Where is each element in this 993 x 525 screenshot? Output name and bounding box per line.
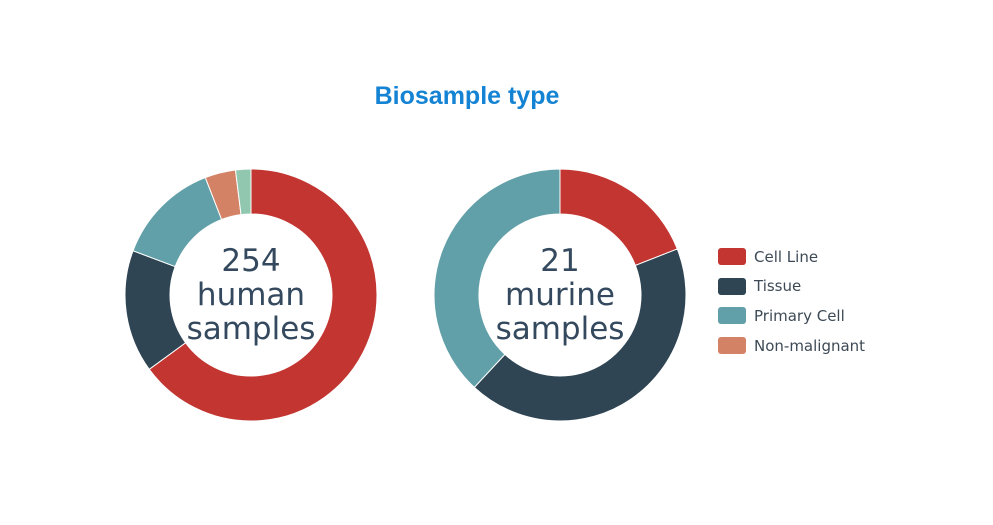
legend-swatch [718, 277, 746, 295]
human-donut-svg [124, 168, 378, 422]
human-center-label: 254 human samples [124, 168, 378, 422]
legend-swatch [718, 248, 746, 266]
murine-center-label: 21 murine samples [433, 168, 687, 422]
human-center-word: human [196, 277, 306, 313]
murine-center-samples: samples [495, 311, 625, 347]
murine-donut-chart: 21 murine samples [433, 168, 687, 422]
murine-slice-tissue[interactable] [473, 248, 687, 422]
chart-title: Biosample type [374, 82, 560, 110]
murine-center-word: murine [505, 277, 615, 313]
legend-label: Primary Cell [754, 306, 845, 325]
legend-item-primary-cell[interactable]: Primary Cell [718, 301, 865, 331]
murine-slice-primary-cell[interactable] [433, 168, 561, 389]
legend-item-tissue[interactable]: Tissue [718, 272, 865, 302]
murine-sample-count: 21 [540, 243, 580, 279]
murine-donut-svg [433, 168, 687, 422]
human-center-samples: samples [186, 311, 316, 347]
legend-label: Non-malignant [754, 336, 866, 355]
human-slice-cell-line[interactable] [148, 168, 378, 422]
legend-swatch [718, 307, 746, 325]
legend-item-non-malignant[interactable]: Non-malignant [718, 331, 865, 361]
legend-label: Tissue [754, 277, 802, 296]
legend: Cell Line Tissue Primary Cell Non-malign… [718, 242, 865, 360]
human-slice-other[interactable] [234, 168, 252, 216]
legend-item-cell-line[interactable]: Cell Line [718, 242, 865, 272]
human-donut-chart: 254 human samples [124, 168, 378, 422]
legend-label: Cell Line [754, 247, 819, 266]
human-sample-count: 254 [221, 243, 281, 279]
legend-swatch [718, 337, 746, 355]
